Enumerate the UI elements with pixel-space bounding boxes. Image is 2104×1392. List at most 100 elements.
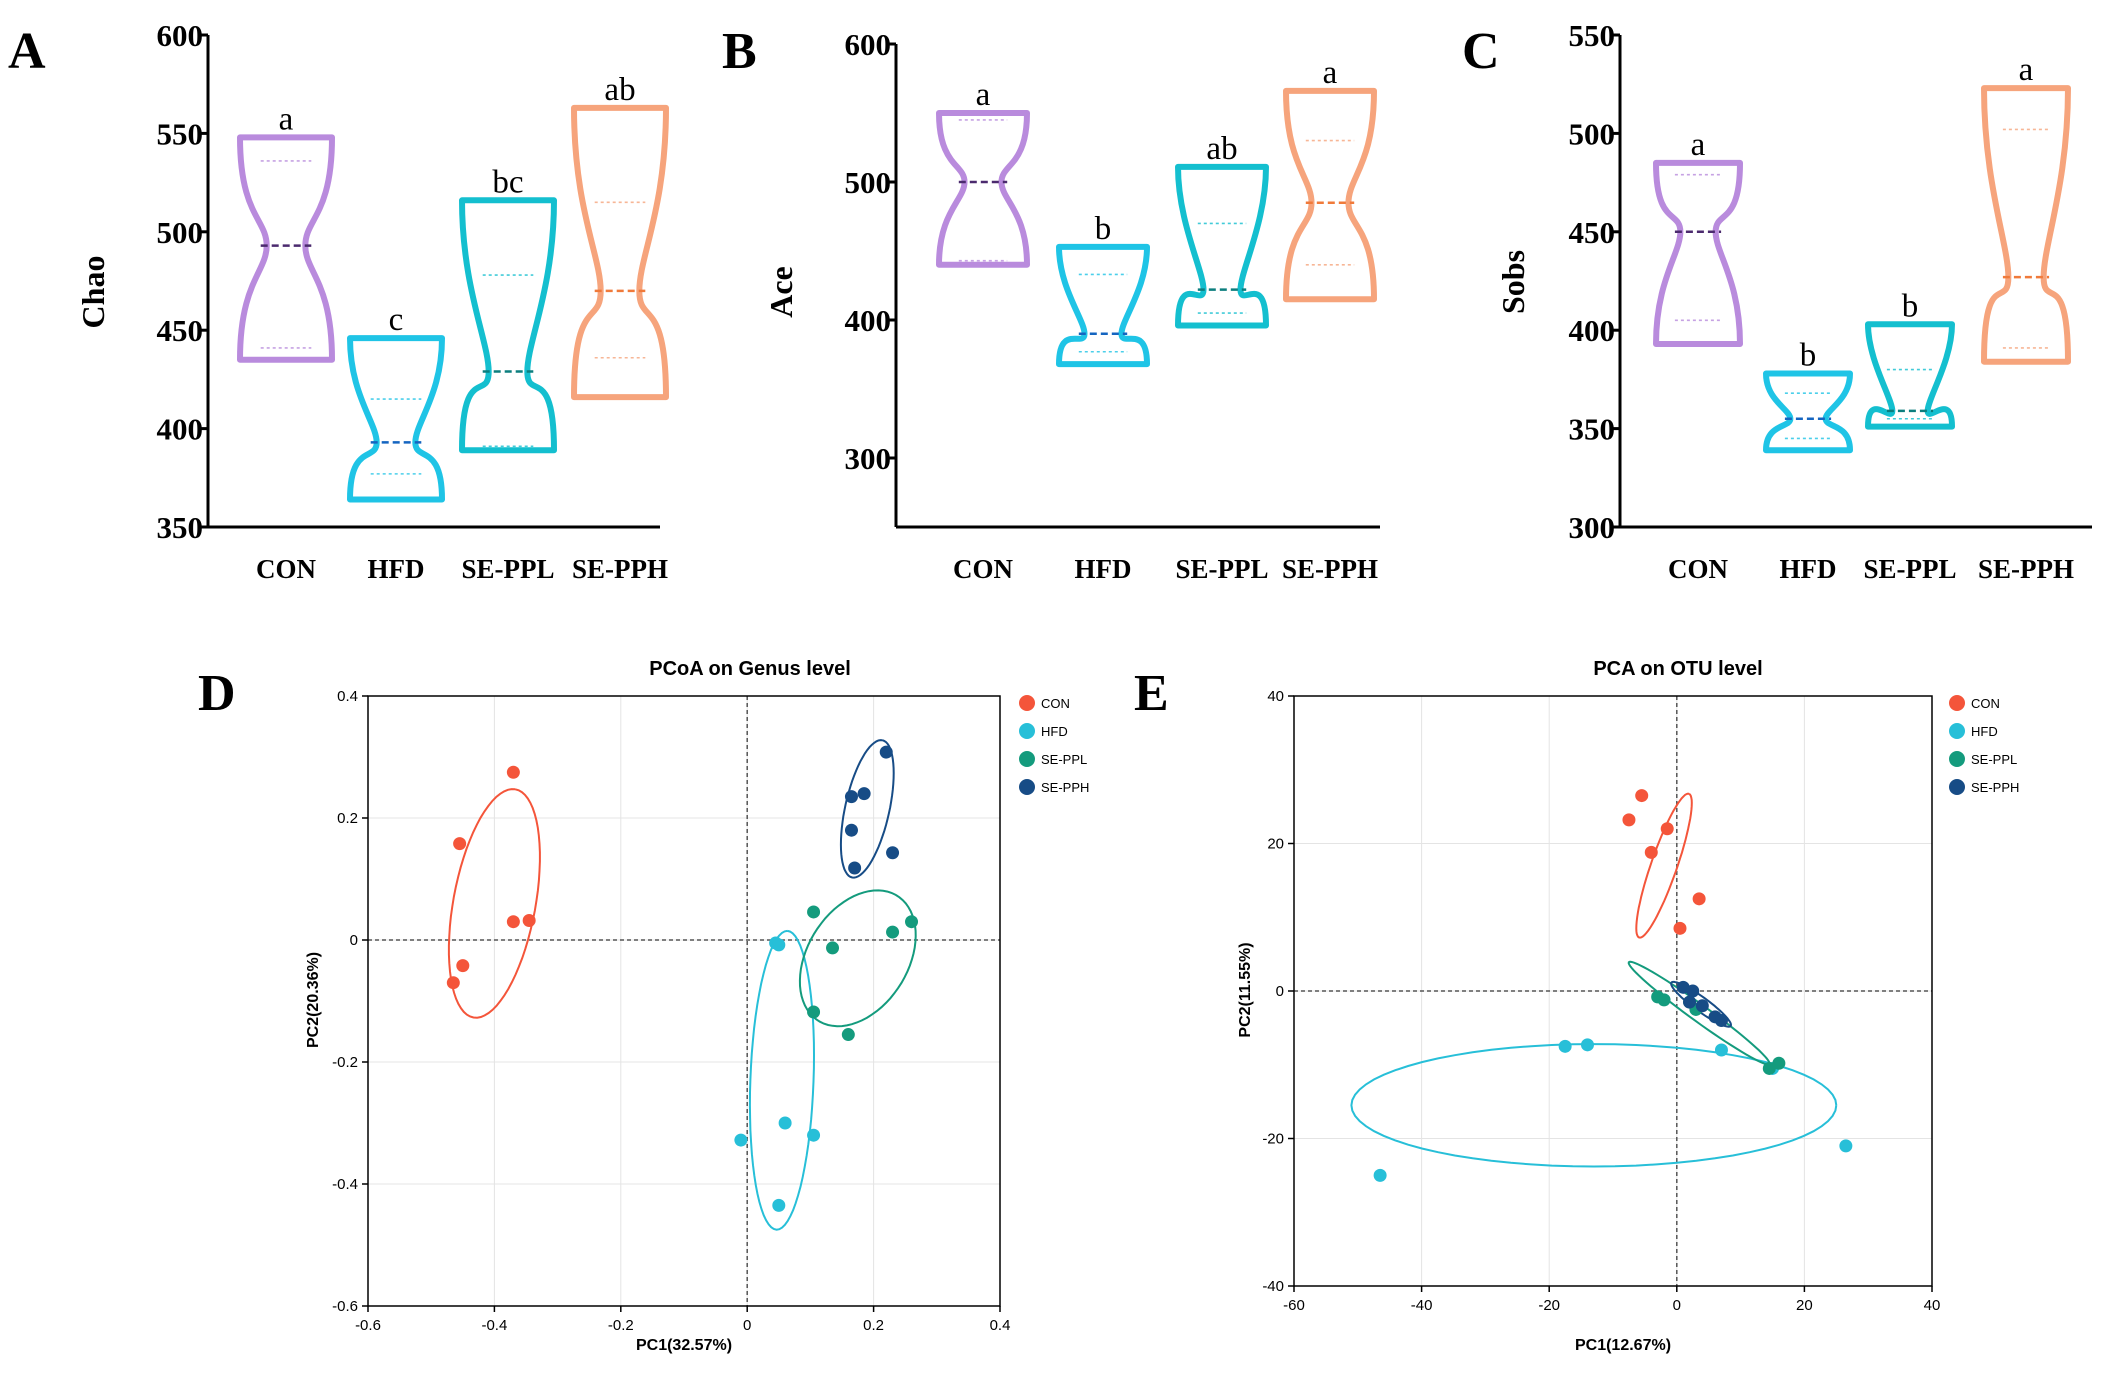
x-tick-label: 0.4: [990, 1317, 1011, 1334]
panel-label: D: [198, 665, 236, 722]
confidence-ellipse-se-ppl: [798, 889, 917, 1028]
point-con: [453, 837, 467, 851]
x-tick-label: -20: [1538, 1297, 1560, 1314]
significance-letter: a: [976, 77, 991, 113]
y-tick-label: 500: [845, 165, 892, 200]
y-tick-label: 550: [157, 116, 204, 151]
point-hfd: [1714, 1043, 1728, 1057]
x-tick-label: SE-PPL: [461, 554, 554, 584]
panel-d: D PCoA on Genus level -0.6 -0.4 -0.2 0 0.2 0.…: [198, 658, 1089, 1354]
legend-marker-se-ppl: [1949, 751, 1965, 767]
significance-letter: bc: [492, 164, 523, 200]
point-se-pph: [857, 787, 871, 801]
y-tick-label: 600: [157, 18, 204, 53]
x-tick-label: 40: [1924, 1297, 1941, 1314]
plot-frame: [367, 695, 1001, 1307]
x-tick-label: 0.2: [863, 1317, 884, 1334]
y-tick-label: 300: [1569, 510, 1616, 545]
significance-letter: a: [2019, 52, 2034, 88]
significance-letter: ab: [1206, 131, 1237, 167]
y-axis-label: PC2(11.55%): [1237, 942, 1254, 1037]
violin-se-pph: [1283, 87, 1377, 303]
y-tick-label: -40: [1262, 1278, 1284, 1295]
point-con: [1660, 822, 1674, 836]
panel-label: C: [1462, 23, 1500, 80]
confidence-ellipse-con: [447, 788, 541, 1019]
confidence-ellipse-se-ppl: [1627, 960, 1771, 1066]
y-tick-label: 400: [157, 412, 204, 447]
panel-label: B: [722, 23, 757, 80]
x-tick-label: SE-PPL: [1863, 554, 1956, 584]
point-se-pph: [1686, 984, 1700, 998]
violin-con: [1653, 159, 1743, 347]
point-con: [1673, 921, 1687, 935]
significance-letter: a: [1691, 127, 1706, 163]
point-se-pph: [879, 745, 893, 759]
y-tick-label: -0.2: [332, 1054, 358, 1071]
point-con: [1692, 892, 1706, 906]
y-tick-label: 400: [1569, 313, 1616, 348]
significance-letter: b: [1095, 211, 1112, 247]
violin-chart-ace: 300 400 500 600 a CON b HFD ab SE-PPL a SE-PPH: [845, 27, 1380, 584]
point-hfd: [1373, 1168, 1387, 1182]
violin-se-ppl: [1175, 163, 1269, 329]
y-axis-label: Ace: [763, 266, 799, 318]
panel-label: A: [8, 23, 46, 80]
confidence-ellipse-con: [1635, 792, 1693, 939]
x-tick-label: SE-PPH: [1282, 554, 1378, 584]
x-tick-label: SE-PPL: [1175, 554, 1268, 584]
confidence-ellipse-hfd: [1350, 1043, 1838, 1168]
point-hfd: [772, 1198, 786, 1212]
significance-letter: c: [389, 302, 404, 338]
confidence-ellipse-se-pph: [839, 739, 895, 879]
legend-label: CON: [1971, 696, 2000, 711]
significance-letter: a: [279, 101, 294, 137]
scatter-chart-pca: -60 -40 -20 0 20 40 -40 -20 0 20 40 CON HFD SE-PPL SE-…: [1262, 688, 2019, 1314]
legend-label: CON: [1041, 696, 1070, 711]
panel-c: C 300 350 400 450 500 550 a CON b HFD b SE-PPL a SE-P…: [1462, 18, 2092, 584]
point-con: [1622, 813, 1636, 827]
point-se-ppl: [1772, 1056, 1786, 1070]
x-tick-label: -40: [1411, 1297, 1433, 1314]
point-hfd: [772, 938, 786, 952]
significance-letter: a: [1323, 55, 1338, 91]
point-se-ppl: [807, 1005, 821, 1019]
violin-con: [936, 110, 1030, 268]
y-axis-label: Chao: [75, 256, 111, 329]
violin-con: [237, 134, 335, 363]
legend-label: SE-PPL: [1041, 752, 1087, 767]
confidence-ellipse-hfd: [748, 929, 816, 1231]
point-hfd: [778, 1116, 792, 1130]
legend-label: SE-PPH: [1971, 780, 2019, 795]
x-tick-label: -60: [1283, 1297, 1305, 1314]
y-tick-label: 40: [1267, 688, 1284, 705]
violin-hfd: [1056, 243, 1150, 368]
x-axis-label: PC1(12.67%): [1575, 1337, 1671, 1354]
panel-b: B 300 400 500 600 a CON b HFD ab SE-PPL a SE-PPH Ac…: [722, 23, 1380, 584]
point-se-ppl: [841, 1028, 855, 1042]
y-tick-label: 350: [157, 510, 204, 545]
y-tick-label: 0.2: [337, 810, 358, 827]
point-con: [506, 915, 520, 929]
x-tick-label: -0.4: [481, 1317, 507, 1334]
point-se-ppl: [886, 925, 900, 939]
legend-label: HFD: [1971, 724, 1998, 739]
point-hfd: [1580, 1038, 1594, 1052]
violin-chart-chao: 350 400 450 500 550 600 a CON c HFD bc SE-PPL ab SE-P…: [157, 18, 669, 584]
y-tick-label: -0.6: [332, 1298, 358, 1315]
panel-label: E: [1134, 665, 1169, 722]
chart-title: PCoA on Genus level: [649, 658, 851, 680]
point-se-ppl: [905, 915, 919, 929]
y-tick-label: 600: [845, 27, 892, 62]
significance-letter: b: [1800, 337, 1817, 373]
violin-se-ppl: [1865, 321, 1955, 430]
point-se-pph: [1695, 999, 1709, 1013]
x-tick-label: 0: [1673, 1297, 1681, 1314]
x-tick-label: SE-PPH: [572, 554, 668, 584]
y-tick-label: 0.4: [337, 688, 358, 705]
point-se-ppl: [826, 941, 840, 955]
legend-marker-hfd: [1949, 723, 1965, 739]
y-tick-label: 0: [1276, 983, 1284, 1000]
x-tick-label: -0.2: [608, 1317, 634, 1334]
